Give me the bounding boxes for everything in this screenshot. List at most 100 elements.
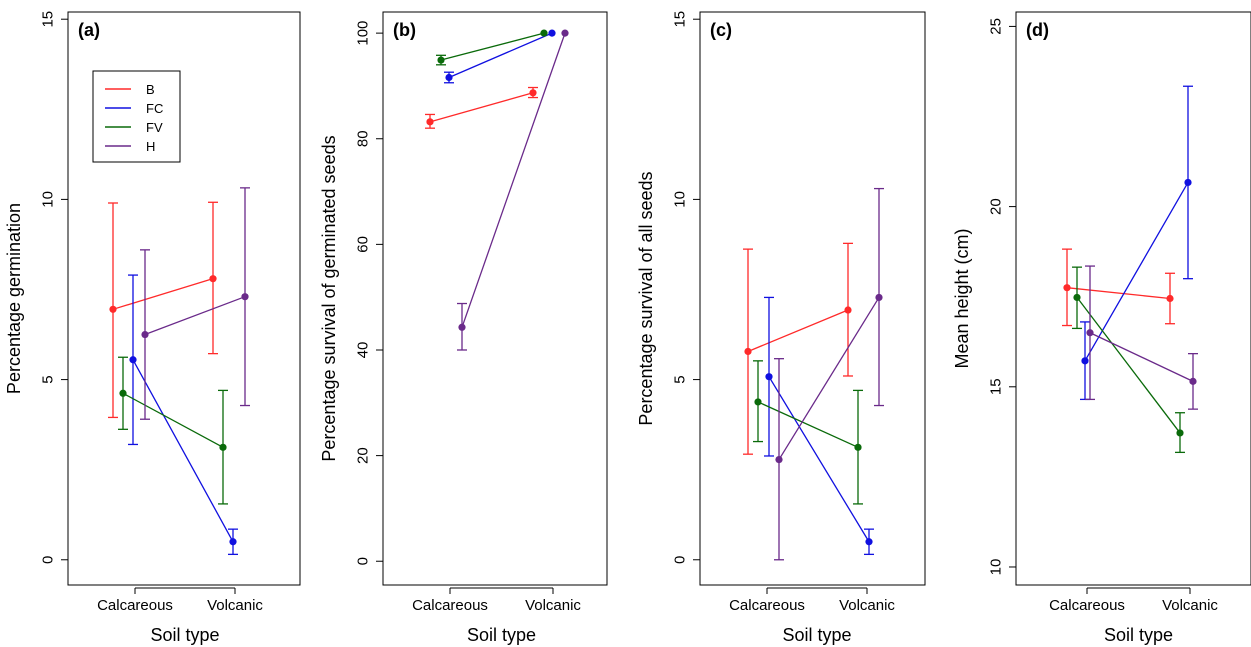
plot-frame [382, 11, 608, 586]
data-point [109, 305, 117, 313]
data-point [529, 89, 537, 97]
data-point [426, 118, 434, 126]
y-tick-label: 80 [355, 130, 372, 147]
series-line [132, 359, 234, 543]
data-point [241, 293, 249, 301]
data-point [1189, 377, 1197, 385]
data-point [219, 443, 227, 451]
legend-label: FC [146, 101, 163, 116]
plot-frame [699, 11, 926, 586]
y-axis-label: Percentage survival of all seeds [636, 171, 656, 425]
plot-frame [1015, 11, 1251, 586]
series-h [457, 29, 569, 351]
y-tick-label: 15 [988, 378, 1005, 395]
y-tick-label: 20 [988, 198, 1005, 215]
panel-3: (c) 0 5 10 15 Calcareous Volcanic Soil type Perc… [636, 11, 926, 645]
legend-label: FV [146, 120, 163, 135]
y-tick-label: 5 [672, 375, 689, 383]
data-point [775, 455, 783, 464]
panel-label: (c) [710, 20, 732, 40]
data-point [1176, 429, 1184, 437]
series-fv [1072, 266, 1185, 454]
series-line [461, 32, 566, 328]
y-axis-label: Percentage survival of germinated seeds [319, 135, 339, 461]
series-line [429, 92, 534, 123]
x-axis-label: Soil type [150, 625, 219, 645]
y-tick-label: 20 [355, 447, 372, 464]
y-tick-label: 40 [355, 342, 372, 359]
data-point [744, 347, 752, 356]
data-point [875, 293, 883, 302]
legend-label: H [146, 139, 155, 154]
y-tick-label: 100 [355, 21, 372, 46]
x-axis-label: Soil type [1104, 625, 1173, 645]
series-line [757, 401, 859, 448]
x-tick-label: Calcareous [412, 597, 488, 614]
data-point [548, 29, 556, 37]
data-point [437, 56, 445, 64]
x-tick-label: Volcanic [1162, 597, 1218, 614]
x-tick-label: Calcareous [1049, 597, 1125, 614]
data-point [854, 443, 862, 451]
series-fv [753, 360, 863, 505]
series-b [425, 86, 538, 129]
series-line [1089, 332, 1194, 382]
data-point [1166, 294, 1174, 303]
x-tick-label: Volcanic [525, 597, 581, 614]
panel-4: (d) 10 15 20 25 Calcareous Volcanic Soil type Me… [952, 11, 1251, 645]
series-line [440, 32, 545, 61]
legend-label: B [146, 82, 155, 97]
x-axis-label: Soil type [782, 625, 851, 645]
y-tick-label: 25 [988, 18, 1005, 35]
data-point [754, 398, 762, 406]
data-point [458, 323, 466, 331]
data-point [561, 29, 569, 37]
y-tick-label: 0 [355, 557, 372, 565]
series-line [778, 297, 880, 460]
series-line [1076, 297, 1181, 434]
panel-2: (b) 0 20 40 60 80 100 Calcareous Volcanic Soil ty… [319, 11, 608, 645]
series-line [747, 309, 849, 353]
panel-label: (a) [78, 20, 100, 40]
series-fc [764, 296, 874, 556]
y-tick-label: 15 [672, 11, 689, 28]
series-fv [118, 356, 228, 505]
data-point [1184, 178, 1192, 187]
panel-label: (b) [393, 20, 416, 40]
data-point [119, 389, 127, 397]
legend-box [92, 70, 181, 163]
data-point [1081, 357, 1089, 365]
series-line [144, 296, 246, 336]
x-tick-label: Volcanic [839, 597, 895, 614]
data-point [129, 356, 137, 364]
series-fc [444, 29, 556, 84]
data-point [445, 73, 453, 82]
y-tick-label: 15 [40, 11, 57, 28]
data-point [1063, 284, 1071, 292]
y-tick-label: 10 [672, 191, 689, 208]
data-point [865, 538, 873, 546]
series-b [108, 201, 218, 419]
legend: B FC FV H [92, 70, 181, 163]
x-tick-label: Calcareous [97, 597, 173, 614]
y-tick-label: 10 [988, 559, 1005, 576]
x-axis-label: Soil type [467, 625, 536, 645]
series-line [112, 278, 214, 310]
y-tick-label: 0 [40, 556, 57, 564]
series-fv [436, 29, 548, 66]
panel-label: (d) [1026, 20, 1049, 40]
series-line [768, 376, 870, 543]
y-tick-label: 10 [40, 191, 57, 208]
series-fc [1080, 85, 1193, 401]
series-line [122, 392, 224, 448]
plot-frame [67, 11, 301, 586]
y-tick-label: 5 [40, 375, 57, 383]
data-point [209, 275, 217, 283]
series-b [1062, 248, 1175, 327]
y-axis-label: Percentage germination [4, 203, 24, 394]
y-tick-label: 60 [355, 236, 372, 253]
series-line [1084, 182, 1189, 362]
data-point [1073, 293, 1081, 302]
series-h [1085, 265, 1198, 410]
